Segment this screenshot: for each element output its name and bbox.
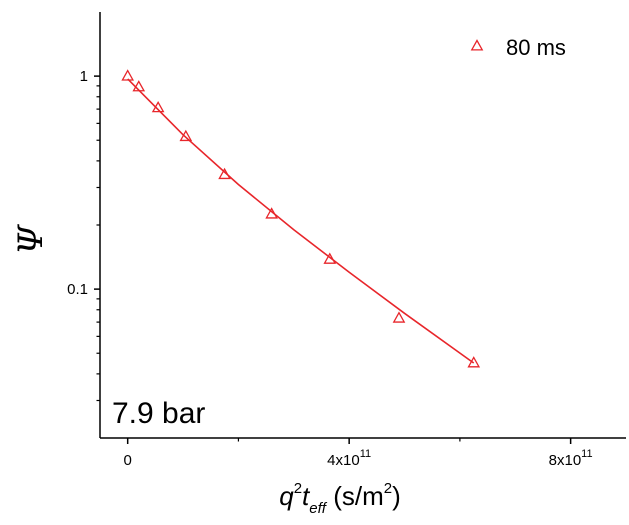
- x-tick-label: 4x1011: [327, 448, 371, 469]
- data-point: [467, 356, 481, 368]
- data-point: [179, 129, 193, 142]
- axes: [99, 12, 626, 439]
- x-axis-label: q2teff (s/m2): [279, 480, 401, 517]
- data-point: [132, 80, 146, 92]
- annotation: 7.9 bar: [112, 397, 205, 430]
- legend: 80 ms: [470, 35, 566, 60]
- data-point: [121, 69, 135, 81]
- legend-marker: [470, 39, 484, 51]
- data-point: [265, 207, 278, 219]
- ticks: 0 4x1011 8x1011 1 0.1: [67, 68, 592, 469]
- plot-area: [121, 69, 481, 368]
- data-point: [151, 100, 165, 113]
- x-tick-label: 0: [124, 452, 132, 469]
- data-point: [218, 167, 231, 180]
- fit-line: [127, 78, 475, 364]
- y-tick-label: 0.1: [67, 281, 88, 298]
- y-tick-label: 1: [80, 68, 88, 85]
- data-point: [323, 252, 337, 264]
- legend-label: 80 ms: [506, 35, 566, 60]
- x-tick-label: 8x1011: [549, 448, 593, 469]
- y-axis-label: Ψ: [11, 224, 51, 255]
- data-point: [392, 311, 406, 323]
